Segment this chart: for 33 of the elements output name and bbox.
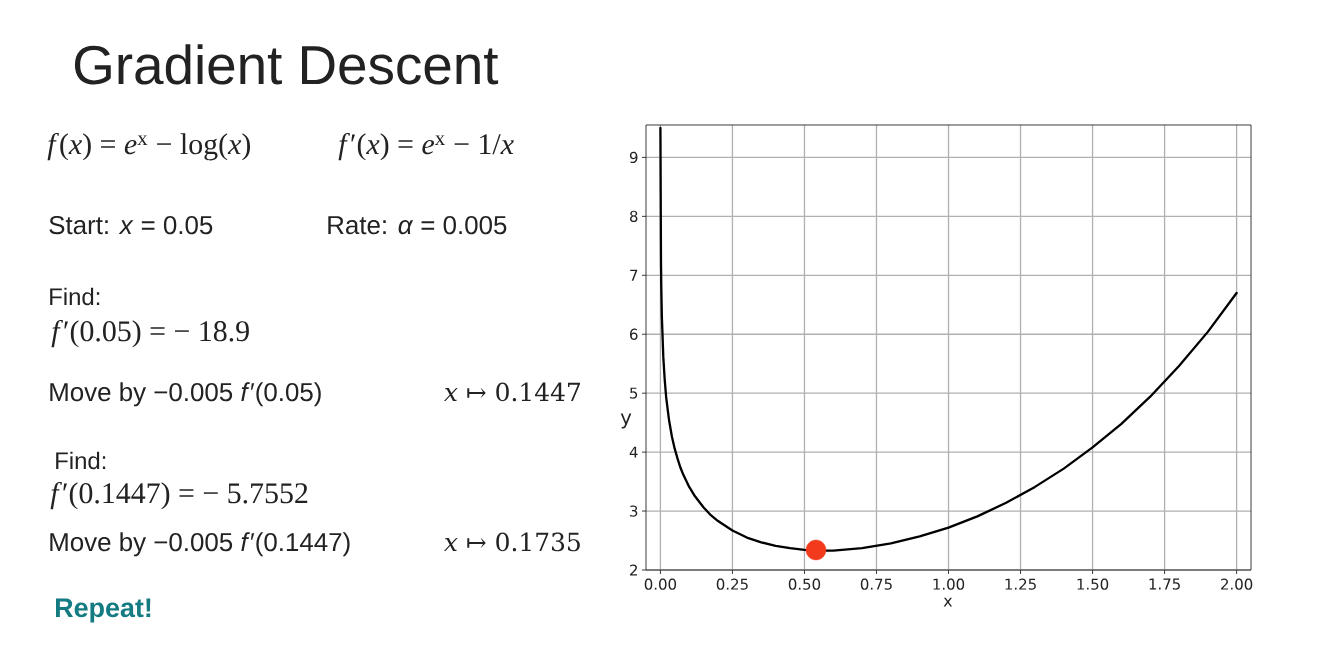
text: Move by −0.005 f′(0.1447) [50,532,350,557]
text: Find: [56,451,106,470]
text: Move by −0.005 f′(0.05) [50,382,321,407]
x-axis-title: x [943,597,953,607]
text: f′(x) = e$^{x}$ − 1/x [338,132,514,161]
x-tick-label: 1.50 [1077,578,1109,590]
x-tick-label: 0.75 [860,578,892,590]
y-tick-label: 9 [629,151,638,164]
text: Start: x = 0.05 [49,215,213,235]
text: Rate: α = 0.005 [328,215,507,235]
y-tick-label: 3 [630,505,638,517]
text: f′(0.05) = − 18.9 [51,319,249,348]
y-tick-label: 5 [630,387,638,399]
text: x ↦ 0.1447 [443,382,580,402]
y-tick-label: 2 [630,564,637,576]
x-tick-label: 0.50 [788,578,821,590]
chart-title: Gradient Descent [74,44,499,85]
x-tick-label: 1.00 [933,578,965,590]
x-tick-label: 1.25 [1005,578,1036,590]
text: f(x) = e$^{x}$ − log(x) [47,132,250,161]
y-tick-label: 4 [629,446,638,458]
y-tick-label: 6 [630,328,638,340]
x-tick-label: 0.25 [716,578,748,590]
y-axis-title: y [620,413,632,429]
text: f′(0.1447) = − 5.7552 [50,481,308,510]
y-tick-label: 7 [630,269,638,281]
x-tick-label: 1.75 [1149,578,1180,590]
x-tick-label: 2.00 [1221,578,1253,590]
text: x ↦ 0.1735 [443,532,580,552]
text: Find: [50,287,100,306]
x-tick-label: 0.00 [644,578,677,590]
text: Repeat! [56,598,151,623]
y-tick-label: 8 [630,210,638,223]
